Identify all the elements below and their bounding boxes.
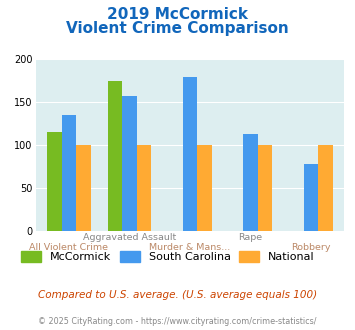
Bar xyxy=(183,77,197,231)
Bar xyxy=(243,134,258,231)
Bar xyxy=(137,145,151,231)
Bar xyxy=(197,145,212,231)
Bar xyxy=(61,115,76,231)
Text: © 2025 CityRating.com - https://www.cityrating.com/crime-statistics/: © 2025 CityRating.com - https://www.city… xyxy=(38,317,317,326)
Bar xyxy=(258,145,272,231)
Text: Robbery: Robbery xyxy=(291,243,331,252)
Text: Murder & Mans...: Murder & Mans... xyxy=(149,243,230,252)
Bar xyxy=(318,145,333,231)
Text: Compared to U.S. average. (U.S. average equals 100): Compared to U.S. average. (U.S. average … xyxy=(38,290,317,300)
Bar xyxy=(108,81,122,231)
Bar xyxy=(47,132,61,231)
Bar xyxy=(76,145,91,231)
Text: Rape: Rape xyxy=(239,233,263,242)
Bar xyxy=(304,164,318,231)
Text: Violent Crime Comparison: Violent Crime Comparison xyxy=(66,21,289,36)
Text: All Violent Crime: All Violent Crime xyxy=(29,243,108,252)
Legend: McCormick, South Carolina, National: McCormick, South Carolina, National xyxy=(16,247,320,267)
Bar xyxy=(122,96,137,231)
Text: Aggravated Assault: Aggravated Assault xyxy=(83,233,176,242)
Text: 2019 McCormick: 2019 McCormick xyxy=(107,7,248,21)
